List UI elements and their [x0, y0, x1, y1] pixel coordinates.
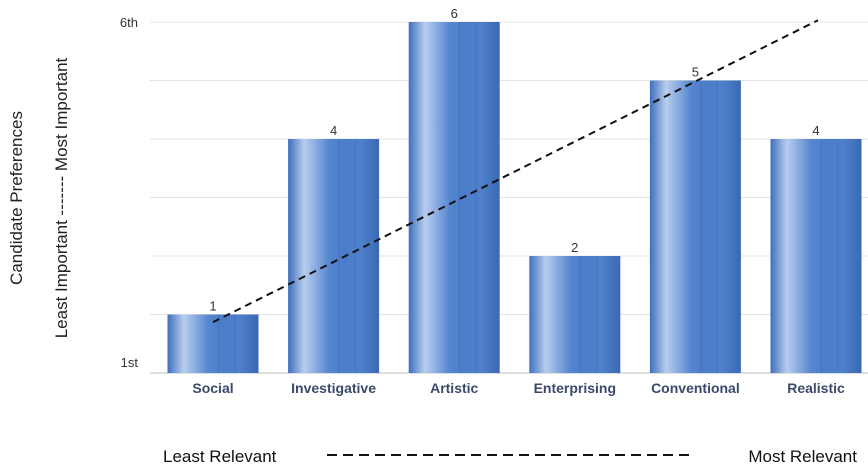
- y-tick-top: 6th: [120, 15, 138, 30]
- bottom-label-most-relevant: Most Relevant: [748, 447, 857, 465]
- bars: [167, 22, 862, 373]
- category-labels: Social Investigative Artistic Enterprising C…: [192, 380, 845, 396]
- data-labels: 1 4 6 2 5 4: [209, 6, 819, 314]
- category-label-investigative: Investigative: [291, 380, 376, 396]
- data-label-conventional: 5: [692, 65, 699, 80]
- bar-conventional: [649, 80, 741, 373]
- data-label-investigative: 4: [330, 123, 337, 138]
- gridlines: [150, 21, 868, 315]
- bar-body: [649, 80, 741, 373]
- category-label-social: Social: [192, 380, 233, 396]
- bar-realistic: [770, 139, 862, 373]
- category-label-conventional: Conventional: [651, 380, 740, 396]
- data-label-artistic: 6: [451, 6, 458, 21]
- bar-body: [770, 139, 862, 373]
- data-label-realistic: 4: [812, 123, 819, 138]
- bar-body: [408, 22, 500, 373]
- data-label-enterprising: 2: [571, 240, 578, 255]
- bar-body: [167, 314, 259, 373]
- bar-artistic: [408, 22, 500, 373]
- y-tick-bottom: 1st: [121, 355, 139, 370]
- category-label-realistic: Realistic: [787, 380, 845, 396]
- category-label-artistic: Artistic: [430, 380, 478, 396]
- bar-body: [529, 256, 621, 373]
- y-axis-label-line1: Candidate Preferences: [7, 111, 26, 285]
- bottom-label-least-relevant: Least Relevant: [163, 447, 277, 465]
- data-label-social: 1: [209, 299, 216, 314]
- category-label-enterprising: Enterprising: [534, 380, 616, 396]
- bar-social: [167, 314, 259, 373]
- y-axis-label-line2: Least Important ------- Most Important: [52, 57, 71, 338]
- trend-line: [212, 19, 819, 323]
- bar-investigative: [288, 139, 380, 373]
- bar-enterprising: [529, 256, 621, 373]
- bar-body: [288, 139, 380, 373]
